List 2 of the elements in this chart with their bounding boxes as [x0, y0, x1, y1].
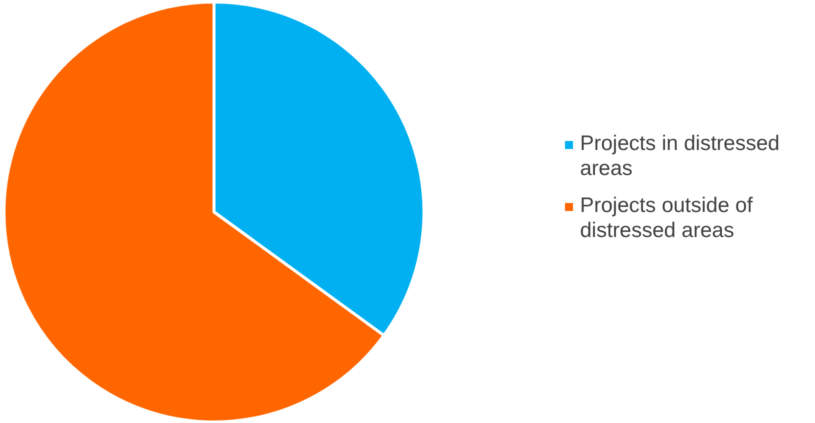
legend-label: Projects in distressed areas: [580, 132, 780, 180]
legend-label: Projects outside of distressed areas: [580, 194, 753, 242]
